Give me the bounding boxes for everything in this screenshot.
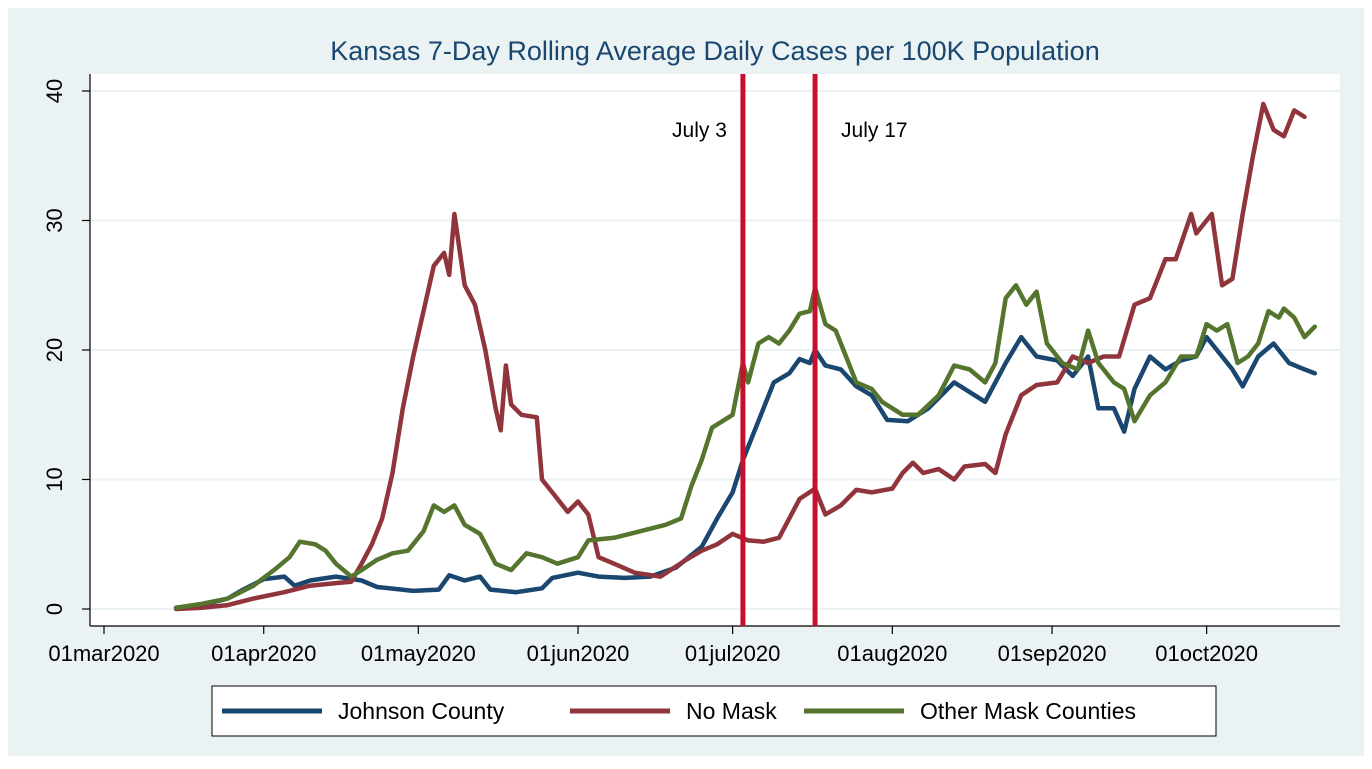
x-tick-label: 01mar2020 [48,641,159,666]
y-tick-label: 40 [42,79,67,103]
x-tick-label: 01jun2020 [527,641,630,666]
x-tick-label: 01aug2020 [837,641,947,666]
series-lines [173,101,1318,612]
chart-title: Kansas 7-Day Rolling Average Daily Cases… [330,36,1099,66]
x-ticks: 01mar2020 01apr2020 01may2020 01jun2020 01ju… [48,626,1258,666]
legend: Johnson County No Mask Other Mask Counties [222,698,1136,724]
reference-lines: July 3 July 17 [672,74,908,626]
x-tick-label: 01may2020 [361,641,476,666]
legend-label-0: Johnson County [338,698,505,724]
reference-label-0: July 3 [672,119,727,142]
y-tick-label: 0 [42,603,67,615]
y-ticks: 0 10 20 30 40 [42,79,90,615]
y-tick-label: 10 [42,467,67,491]
gridlines [91,90,1340,610]
reference-label-1: July 17 [841,119,908,142]
legend-label-1: No Mask [686,698,777,724]
y-tick-label: 30 [42,208,67,232]
series-line-2 [173,283,1318,610]
series-line-0 [173,334,1318,610]
legend-label-2: Other Mask Counties [920,698,1136,724]
legend-box [211,685,1217,737]
x-tick-label: 01sep2020 [998,641,1107,666]
y-tick-label: 20 [42,338,67,362]
x-tick-label: 01jul2020 [685,641,780,666]
x-tick-label: 01apr2020 [211,641,316,666]
x-tick-label: 01oct2020 [1155,641,1258,666]
series-line-1 [173,101,1307,612]
